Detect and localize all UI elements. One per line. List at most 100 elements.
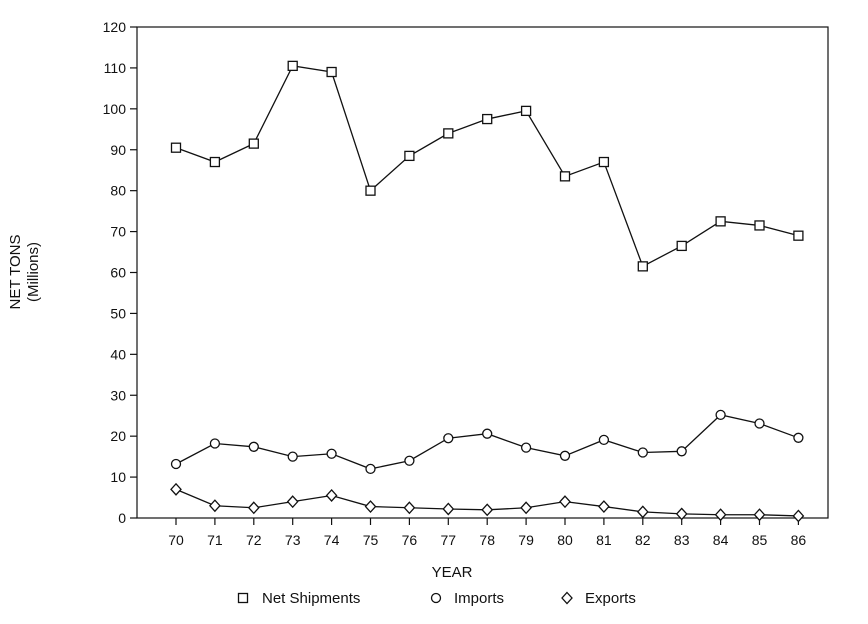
legend-label: Net Shipments	[262, 590, 360, 607]
data-point-net-shipments	[637, 261, 648, 272]
legend-marker-imports	[430, 592, 442, 604]
x-tick-label: 74	[324, 532, 340, 548]
y-axis: 0 10 20 30 40 50 60 70 80 90 100 110 120	[103, 19, 137, 526]
series-layer	[170, 60, 805, 523]
data-point-net-shipments	[404, 150, 415, 162]
data-point-imports	[326, 448, 337, 459]
legend-label: Exports	[585, 590, 636, 607]
y-tick-label: 80	[110, 183, 126, 199]
data-point-exports	[481, 503, 494, 517]
x-tick-label: 84	[713, 532, 729, 548]
data-point-net-shipments	[248, 138, 259, 149]
data-point-exports	[753, 508, 766, 522]
y-tick-label: 20	[110, 428, 126, 444]
y-tick-label: 60	[110, 265, 126, 281]
series-exports	[170, 482, 805, 523]
data-point-imports	[404, 455, 415, 466]
x-tick-label: 75	[363, 532, 379, 548]
data-point-net-shipments	[365, 185, 376, 196]
x-tick-label: 86	[791, 532, 807, 548]
data-point-exports	[792, 509, 805, 523]
x-axis: 70 71 72 73 74 75 76 77 78 79 80 81 82 83 84 85 86	[168, 518, 806, 548]
x-tick-label: 79	[518, 532, 534, 548]
data-point-exports	[559, 495, 571, 509]
y-axis-title: NET TONS	[7, 234, 24, 309]
y-tick-label: 110	[104, 60, 127, 76]
data-point-net-shipments	[754, 220, 765, 231]
data-point-imports	[598, 434, 610, 445]
x-tick-label: 77	[441, 532, 457, 548]
x-tick-label: 80	[557, 532, 573, 548]
data-point-exports	[170, 482, 182, 496]
x-tick-label: 81	[596, 532, 612, 548]
series-line-net-shipments	[175, 65, 799, 268]
data-point-imports	[754, 418, 765, 429]
data-point-net-shipments	[443, 128, 454, 139]
plot-area	[136, 26, 829, 519]
x-axis-title: YEAR	[432, 564, 473, 581]
legend-marker-net-shipments	[237, 592, 249, 604]
data-point-imports	[559, 450, 571, 461]
data-point-net-shipments	[209, 156, 221, 168]
data-point-imports	[287, 451, 298, 462]
data-point-net-shipments	[793, 230, 804, 241]
data-point-imports	[715, 409, 726, 421]
data-point-exports	[442, 502, 455, 516]
legend-item-net-shipments: Net Shipments	[237, 590, 360, 607]
y-tick-label: 100	[103, 101, 127, 117]
y-tick-label: 40	[110, 346, 126, 362]
y-tick-label: 90	[110, 142, 126, 158]
data-point-exports	[247, 501, 260, 515]
data-point-net-shipments	[676, 240, 687, 252]
series-line-imports	[175, 414, 799, 470]
data-point-net-shipments	[326, 66, 337, 78]
y-tick-label: 30	[110, 387, 126, 403]
legend-marker-exports	[561, 591, 573, 605]
data-point-exports	[598, 500, 610, 514]
x-tick-label: 70	[168, 532, 184, 548]
x-tick-label: 83	[674, 532, 690, 548]
data-point-net-shipments	[559, 171, 571, 182]
x-tick-label: 71	[207, 532, 223, 548]
data-point-exports	[209, 499, 221, 513]
data-point-net-shipments	[170, 142, 182, 153]
y-tick-label: 50	[110, 305, 126, 321]
data-point-imports	[443, 433, 454, 444]
x-tick-label: 73	[285, 532, 301, 548]
x-tick-label: 72	[246, 532, 262, 548]
legend-item-exports: Exports	[561, 590, 636, 607]
data-point-imports	[676, 446, 687, 457]
data-point-imports	[793, 432, 804, 443]
data-point-net-shipments	[520, 105, 532, 117]
data-point-net-shipments	[715, 216, 726, 227]
y-tick-label: 120	[103, 19, 127, 35]
data-point-net-shipments	[598, 156, 610, 168]
legend: Net Shipments Imports Exports	[237, 590, 636, 607]
series-imports	[170, 409, 804, 475]
data-point-imports	[209, 438, 221, 449]
data-point-imports	[637, 447, 648, 458]
y-tick-label: 0	[118, 510, 126, 526]
legend-label: Imports	[454, 590, 504, 607]
data-point-exports	[636, 505, 649, 519]
data-point-net-shipments	[287, 60, 298, 72]
data-point-exports	[364, 500, 377, 514]
data-point-imports	[482, 428, 493, 439]
data-point-net-shipments	[482, 113, 493, 125]
data-point-imports	[170, 458, 182, 470]
y-tick-label: 10	[110, 469, 126, 485]
y-tick-label: 70	[110, 224, 126, 240]
data-point-imports	[520, 442, 532, 453]
data-point-exports	[403, 501, 416, 515]
x-tick-label: 82	[635, 532, 651, 548]
data-point-imports	[365, 463, 376, 475]
data-point-exports	[325, 489, 338, 502]
data-point-exports	[286, 495, 299, 509]
data-point-exports	[675, 507, 688, 521]
x-tick-label: 85	[752, 532, 768, 548]
data-point-exports	[520, 501, 532, 515]
x-tick-label: 76	[402, 532, 418, 548]
x-tick-label: 78	[479, 532, 495, 548]
y-axis-subtitle: (Millions)	[25, 242, 42, 302]
